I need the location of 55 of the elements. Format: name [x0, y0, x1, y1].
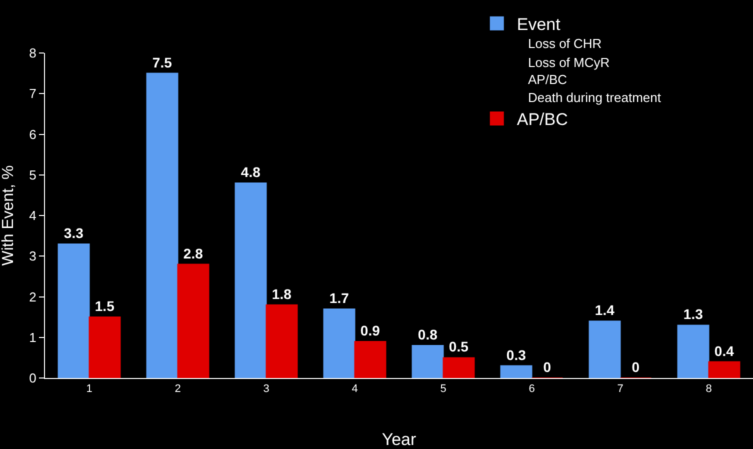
annotation: Loss of MCyR	[528, 55, 610, 70]
annotation: Death during treatment	[528, 90, 662, 105]
y-tick-label: 1	[29, 330, 36, 345]
data-label: 3.3	[64, 224, 84, 241]
bar	[442, 357, 475, 378]
data-label: 1.4	[594, 302, 615, 318]
data-label: 7.5	[152, 54, 172, 70]
x-tick-label: 7	[617, 383, 624, 396]
data-label: 1.3	[683, 306, 704, 322]
x-tick-label: 4	[352, 383, 358, 396]
x-tick-label: 5	[440, 383, 446, 396]
bar	[266, 304, 298, 378]
x-tick-label: 3	[263, 383, 270, 396]
data-label: 0	[632, 359, 640, 375]
y-tick-label: 4	[29, 208, 36, 224]
bar	[146, 72, 178, 378]
x-tick-label: 1	[86, 383, 92, 396]
y-tick-label: 0	[29, 370, 36, 386]
bar	[708, 361, 740, 378]
bar	[588, 320, 621, 378]
x-tick-label: 6	[528, 383, 535, 396]
data-label: 0.3	[506, 346, 526, 363]
data-label: 2.8	[183, 245, 204, 262]
data-label: 4.8	[240, 164, 261, 180]
bar	[234, 182, 267, 378]
bar	[323, 308, 356, 378]
data-label: 0.8	[418, 326, 438, 342]
bar	[677, 324, 710, 378]
bar	[412, 345, 444, 378]
y-axis-title: With Event, %	[0, 165, 17, 266]
x-axis-title: Year	[382, 430, 417, 449]
y-tick-label: 2	[29, 289, 36, 304]
bar	[500, 365, 532, 378]
annotation: AP/BC	[528, 72, 568, 87]
y-tick-label: 6	[29, 126, 36, 142]
data-label: 0.9	[360, 322, 380, 338]
legend-label: Event	[516, 15, 561, 34]
data-label: 1.5	[94, 298, 115, 314]
legend-label: AP/BC	[516, 110, 568, 130]
bar	[88, 316, 121, 378]
x-tick-label: 8	[706, 383, 712, 396]
bar	[354, 340, 386, 378]
y-tick-label: 3	[29, 248, 36, 264]
y-tick-label: 5	[29, 167, 36, 182]
data-label: 0	[543, 359, 552, 375]
data-label: 0.4	[714, 342, 734, 359]
bar	[58, 243, 90, 378]
data-label: 1.8	[272, 286, 292, 302]
y-tick-label: 8	[29, 46, 36, 61]
y-tick-label: 7	[29, 86, 36, 102]
data-label: 0.5	[448, 338, 469, 355]
x-tick-label: 2	[174, 383, 181, 396]
bar	[177, 264, 210, 378]
data-label: 1.7	[329, 290, 350, 306]
text: Loss of CHR	[528, 36, 602, 51]
